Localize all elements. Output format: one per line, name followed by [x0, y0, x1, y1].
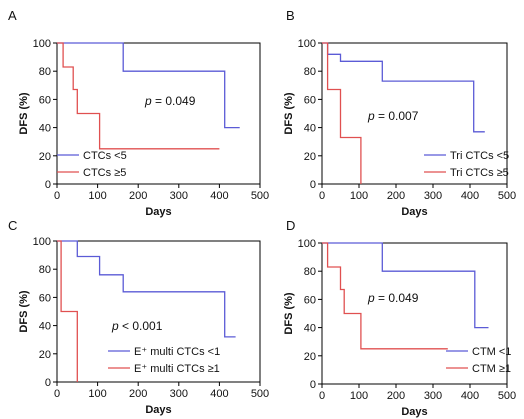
y-tick-label: 20 [304, 351, 316, 363]
survival-curve-high [322, 43, 361, 184]
y-tick-label: 80 [39, 66, 51, 78]
y-tick-label: 100 [298, 38, 316, 50]
survival-curve-low [322, 243, 489, 328]
y-tick-label: 40 [39, 123, 51, 135]
legend-label: Tri CTCs <5 [450, 150, 509, 162]
y-tick-label: 0 [310, 379, 316, 391]
x-tick-label: 400 [461, 390, 479, 402]
x-tick-label: 100 [88, 190, 106, 202]
y-axis-title: DFS (%) [18, 92, 30, 135]
legend-label: E⁺ multi CTCs ≥1 [134, 363, 220, 375]
panel-letter: B [286, 8, 295, 23]
y-tick-label: 80 [304, 266, 316, 278]
x-axis-title: Days [145, 404, 171, 416]
legend: Tri CTCs <5 Tri CTCs ≥5 [424, 150, 509, 179]
x-tick-label: 300 [424, 390, 442, 402]
y-tick-label: 60 [304, 94, 316, 106]
x-tick-label: 100 [350, 390, 368, 402]
y-tick-label: 40 [304, 123, 316, 135]
y-tick-label: 60 [39, 94, 51, 106]
y-tick-label: 40 [304, 323, 316, 335]
y-tick-label: 0 [45, 179, 51, 191]
y-tick-label: 80 [304, 66, 316, 78]
x-tick-label: 500 [498, 390, 516, 402]
x-tick-label: 500 [498, 190, 516, 202]
legend: E⁺ multi CTCs <1 E⁺ multi CTCs ≥1 [108, 346, 220, 375]
legend: CTCs <5 CTCs ≥5 [57, 150, 127, 179]
x-tick-label: 0 [319, 190, 325, 202]
legend: CTM <1 CTM ≥1 [446, 346, 511, 375]
x-tick-label: 300 [424, 190, 442, 202]
x-axis-title: Days [401, 206, 427, 218]
panel-a: A 0 100 200 300 400 500 0 20 40 60 80 100 Days DFS (%)… [8, 8, 269, 218]
panel-c: C 0 100 200 300 400 500 0 20 40 60 80 100 Days DFS (%)… [8, 218, 269, 416]
x-tick-label: 200 [387, 190, 405, 202]
x-tick-label: 300 [170, 388, 188, 400]
p-value-annotation: p = 0.049 [144, 94, 196, 108]
y-tick-label: 80 [39, 264, 51, 276]
y-tick-label: 20 [39, 349, 51, 361]
x-tick-label: 100 [350, 190, 368, 202]
legend-label: CTCs ≥5 [83, 167, 126, 179]
x-tick-label: 300 [170, 190, 188, 202]
legend-label: CTCs <5 [83, 150, 127, 162]
legend-label: Tri CTCs ≥5 [450, 167, 509, 179]
x-tick-label: 0 [319, 390, 325, 402]
x-tick-label: 400 [210, 190, 228, 202]
p-value-annotation: p = 0.007 [367, 109, 419, 123]
x-axis-title: Days [401, 406, 427, 418]
y-tick-label: 100 [33, 236, 51, 248]
survival-curve-high [57, 241, 77, 382]
y-tick-label: 100 [298, 238, 316, 250]
plot-frame [57, 241, 260, 382]
x-axis-title: Days [145, 206, 171, 218]
y-tick-label: 60 [304, 294, 316, 306]
x-tick-label: 500 [251, 190, 269, 202]
panel-letter: C [8, 218, 17, 233]
y-tick-label: 20 [304, 151, 316, 163]
panel-letter: A [8, 8, 17, 23]
y-tick-label: 0 [310, 179, 316, 191]
x-tick-label: 400 [210, 388, 228, 400]
p-value-annotation: p = 0.049 [367, 291, 419, 305]
x-tick-label: 500 [251, 388, 269, 400]
panel-d: D 0 100 200 300 400 500 0 20 40 60 80 100 Days DFS (%)… [283, 218, 516, 418]
y-axis-title: DFS (%) [283, 92, 295, 135]
y-tick-label: 100 [33, 38, 51, 50]
survival-curve-low [57, 43, 240, 128]
x-tick-label: 200 [387, 390, 405, 402]
x-tick-label: 0 [54, 190, 60, 202]
legend-label: CTM <1 [472, 346, 511, 358]
y-tick-label: 0 [45, 377, 51, 389]
panel-b: B 0 100 200 300 400 500 0 20 40 60 80 100 Days DFS (%)… [283, 8, 516, 218]
x-tick-label: 0 [54, 388, 60, 400]
y-tick-label: 20 [39, 151, 51, 163]
x-tick-label: 100 [88, 388, 106, 400]
legend-label: E⁺ multi CTCs <1 [134, 346, 220, 358]
x-tick-label: 200 [129, 190, 147, 202]
p-value-annotation: p < 0.001 [111, 319, 163, 333]
panel-letter: D [286, 218, 295, 233]
y-tick-label: 40 [39, 321, 51, 333]
y-axis-title: DFS (%) [283, 292, 295, 335]
x-tick-label: 200 [129, 388, 147, 400]
legend-label: CTM ≥1 [472, 363, 511, 375]
y-tick-label: 60 [39, 292, 51, 304]
y-axis-title: DFS (%) [18, 290, 30, 333]
x-tick-label: 400 [461, 190, 479, 202]
